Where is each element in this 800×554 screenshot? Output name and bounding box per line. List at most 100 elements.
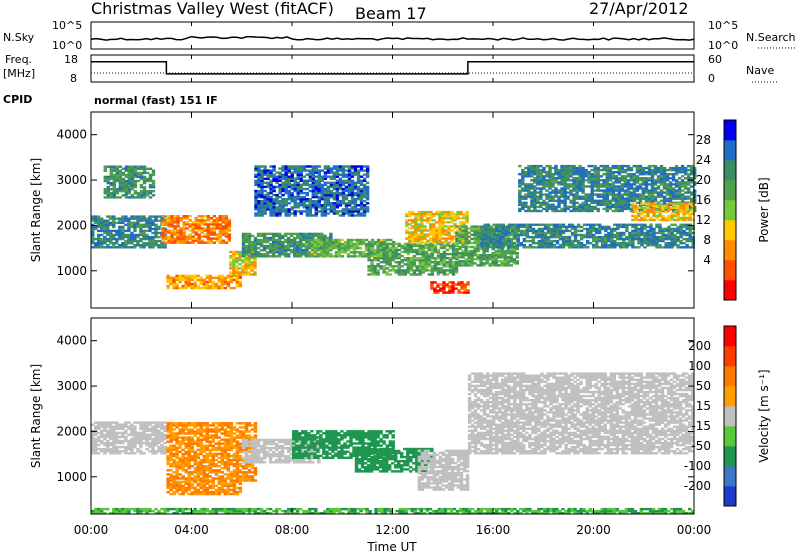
power-cell	[665, 185, 670, 188]
power-cell	[584, 195, 588, 198]
power-cell	[554, 171, 558, 174]
power-cell	[626, 205, 631, 209]
power-cell	[194, 217, 198, 220]
power-cell	[235, 271, 239, 274]
power-cell	[355, 238, 360, 242]
power-cell	[235, 273, 239, 276]
power-cell	[352, 253, 357, 256]
power-cell	[608, 171, 612, 174]
power-cell	[311, 167, 315, 170]
power-cell	[317, 204, 321, 207]
power-cell	[151, 235, 155, 239]
power-cell	[601, 225, 605, 229]
power-cell	[501, 237, 505, 241]
power-cell	[442, 287, 446, 290]
power-cell	[148, 177, 153, 181]
power-cell	[311, 183, 315, 187]
power-cell	[509, 249, 513, 253]
power-cell	[518, 164, 522, 168]
power-cell	[426, 219, 430, 222]
power-cell	[320, 206, 324, 209]
power-cell	[293, 181, 297, 184]
power-cell	[674, 166, 679, 170]
power-cell	[629, 168, 634, 172]
power-cell	[524, 197, 528, 200]
power-cell	[417, 219, 421, 222]
power-cell	[214, 284, 218, 288]
power-cell	[161, 227, 165, 230]
power-cell	[593, 185, 597, 188]
power-cell	[250, 249, 255, 252]
power-cell	[611, 193, 615, 196]
power-cell	[616, 242, 620, 245]
power-cell	[539, 187, 543, 190]
power-cell	[531, 246, 536, 249]
power-cell	[142, 242, 146, 245]
power-cell	[394, 248, 398, 252]
power-cell	[537, 231, 542, 235]
power-cell	[510, 242, 514, 245]
power-cell	[590, 191, 594, 194]
power-cell	[235, 267, 239, 270]
power-cell	[373, 240, 378, 244]
power-cell	[100, 225, 104, 229]
power-cell	[512, 258, 516, 261]
power-cell	[376, 273, 380, 276]
power-cell	[555, 235, 560, 239]
power-cell	[332, 195, 337, 199]
power-cell	[238, 267, 242, 270]
power-cell	[432, 231, 436, 234]
power-cell	[411, 212, 415, 216]
power-cell	[677, 181, 682, 184]
power-cell	[420, 217, 424, 220]
power-cell	[447, 233, 451, 236]
power-cell	[525, 229, 530, 233]
power-cell	[661, 235, 665, 239]
power-cell	[226, 284, 231, 288]
power-cell	[211, 286, 215, 290]
power-cell	[629, 177, 634, 180]
beam-title: Beam 17	[355, 4, 427, 23]
power-cell	[661, 227, 665, 231]
power-cell	[590, 181, 594, 184]
power-cell	[647, 164, 652, 168]
power-cell	[586, 242, 590, 245]
power-cell	[467, 241, 471, 245]
power-cell	[617, 181, 621, 184]
power-cell	[281, 200, 285, 203]
power-cell	[256, 232, 261, 236]
power-cell	[179, 219, 183, 222]
power-cell	[405, 229, 409, 232]
power-cell	[266, 181, 270, 184]
power-cell	[414, 221, 418, 224]
power-cell	[127, 190, 132, 193]
power-cell	[587, 181, 591, 184]
power-cell	[250, 234, 255, 238]
power-cell	[322, 249, 327, 252]
power-cell	[311, 236, 315, 240]
power-cell	[581, 166, 585, 170]
power-cell	[500, 252, 504, 255]
power-cell	[485, 262, 489, 265]
power-cell	[350, 171, 355, 174]
power-cell	[284, 198, 288, 201]
power-cell	[311, 179, 315, 182]
power-cell	[277, 234, 282, 238]
power-cell	[257, 200, 261, 203]
power-cell	[473, 227, 477, 230]
power-cell	[405, 221, 409, 224]
power-cell	[656, 195, 661, 198]
power-cell	[650, 187, 655, 190]
power-cell	[593, 179, 597, 182]
power-cell	[376, 257, 380, 260]
power-cell	[548, 195, 552, 198]
power-cell	[653, 189, 658, 192]
power-cell	[254, 202, 258, 205]
power-cell	[287, 238, 291, 242]
power-cell	[188, 225, 192, 228]
power-cell	[263, 200, 267, 203]
power-cell	[522, 237, 526, 241]
power-cell	[173, 219, 177, 222]
power-cell	[296, 206, 300, 209]
power-cell	[605, 199, 609, 202]
